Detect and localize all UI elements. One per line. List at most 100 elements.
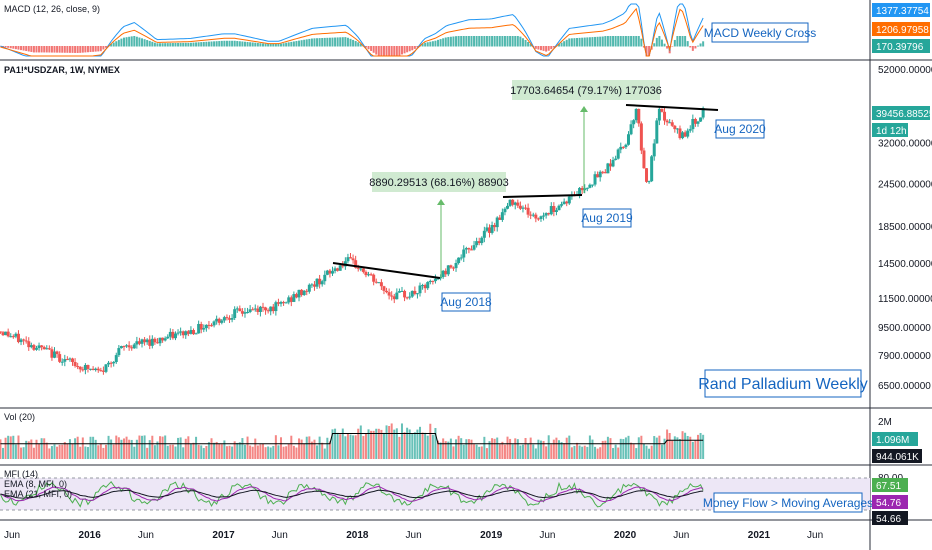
svg-text:Aug 2018: Aug 2018: [440, 295, 492, 309]
volume-bar: [468, 439, 470, 459]
volume-bar: [401, 423, 403, 459]
macd-hist-bar: [604, 36, 606, 46]
macd-hist-bar: [141, 38, 143, 46]
volume-bar: [486, 448, 488, 459]
macd-hist-bar: [579, 38, 581, 47]
macd-hist-bar: [92, 46, 94, 52]
macd-hist-bar: [692, 46, 694, 51]
volume-bar: [298, 438, 300, 459]
macd-hist-bar: [87, 46, 89, 52]
macd-hist-bar: [195, 42, 197, 46]
macd-hist-bar: [72, 46, 74, 53]
volume-bar: [277, 445, 279, 459]
volume-bar: [46, 443, 48, 459]
macd-hist-bar: [550, 46, 552, 49]
volume-bar: [615, 445, 617, 459]
macd-hist-bar: [272, 44, 274, 47]
macd-hist-bar: [7, 46, 9, 48]
volume-bar: [192, 443, 194, 459]
volume-bar: [249, 446, 251, 459]
macd-hist-bar: [429, 42, 431, 47]
candle: [617, 148, 620, 159]
volume-bar: [653, 436, 655, 459]
price-axis-label: 52000.00000: [878, 65, 932, 76]
volume-bar: [216, 442, 218, 459]
volume-bar: [72, 444, 74, 459]
volume-bar: [182, 447, 184, 459]
macd-hist-bar: [301, 40, 303, 46]
volume-bar: [576, 443, 578, 459]
volume-bar: [427, 436, 429, 459]
macd-hist-bar: [442, 38, 444, 46]
macd-hist-bar: [627, 36, 629, 47]
macd-hist-bar: [568, 38, 570, 46]
volume-bar: [393, 430, 395, 459]
countdown-tag: 1d 12h: [872, 123, 908, 137]
macd-hist-bar: [573, 38, 575, 46]
volume-bar: [404, 432, 406, 459]
volume-bar: [450, 439, 452, 459]
volume-bar: [561, 442, 563, 459]
volume-bar: [517, 439, 519, 459]
macd-hist-bar: [254, 43, 256, 47]
volume-bar: [115, 436, 117, 459]
volume-bar: [646, 446, 648, 459]
macd-hist-bar: [241, 41, 243, 46]
volume-bar: [625, 437, 627, 459]
macd-hist-bar: [380, 46, 382, 57]
volume-bar: [514, 438, 516, 459]
macd-hist-bar: [208, 42, 210, 47]
macd-hist-bar: [169, 43, 171, 46]
volume-bar: [265, 447, 267, 459]
macd-hist-bar: [586, 37, 588, 46]
macd-hist-bar: [53, 46, 55, 53]
macd-hist-bar: [522, 38, 524, 46]
svg-text:54.76: 54.76: [876, 498, 901, 509]
volume-bar: [661, 445, 663, 459]
volume-bar: [571, 447, 573, 459]
volume-bar: [144, 435, 146, 459]
macd-hist-bar: [455, 36, 457, 46]
macd-hist-bar: [615, 36, 617, 47]
volume-bar: [15, 444, 17, 459]
macd-hist-bar: [172, 43, 174, 46]
volume-bar: [388, 426, 390, 459]
volume-bar: [530, 438, 532, 459]
macd-hist-bar: [48, 46, 50, 53]
macd-hist-bar: [481, 36, 483, 47]
macd-hist-bar: [113, 43, 115, 47]
volume-bar: [553, 440, 555, 459]
volume-bar: [627, 436, 629, 459]
macd-hist-bar: [507, 36, 509, 47]
volume-bar: [301, 440, 303, 459]
volume-bar: [566, 438, 568, 459]
volume-bar: [306, 437, 308, 459]
macd-hist-bar: [190, 43, 192, 47]
volume-bar: [311, 442, 313, 459]
macd-hist-bar: [275, 44, 277, 47]
macd-hist-bar: [496, 36, 498, 47]
macd-hist-bar: [59, 46, 61, 53]
measure-label-1: 8890.29513 (68.16%) 88903: [369, 177, 508, 189]
macd-hist-bar: [612, 36, 614, 47]
time-axis-label: 2019: [480, 530, 503, 541]
volume-bar: [519, 446, 521, 459]
svg-text:67.51: 67.51: [876, 481, 901, 492]
candle: [377, 282, 380, 283]
macd-hist-bar: [468, 36, 470, 47]
volume-bar: [669, 433, 671, 459]
volume-bar: [41, 438, 43, 459]
macd-hist-bar: [303, 40, 305, 47]
volume-bar: [33, 448, 35, 459]
volume-bar: [630, 443, 632, 459]
macd-hist-bar: [56, 46, 58, 53]
volume-bar: [432, 435, 434, 459]
volume-bar: [51, 446, 53, 459]
macd-hist-bar: [311, 39, 313, 47]
volume-bar: [23, 447, 25, 459]
macd-hist-bar: [689, 46, 691, 47]
macd-hist-bar: [259, 43, 261, 46]
mfi-tag-3: 54.66: [872, 511, 908, 525]
candle: [650, 155, 653, 182]
macd-hist-bar: [265, 44, 267, 47]
